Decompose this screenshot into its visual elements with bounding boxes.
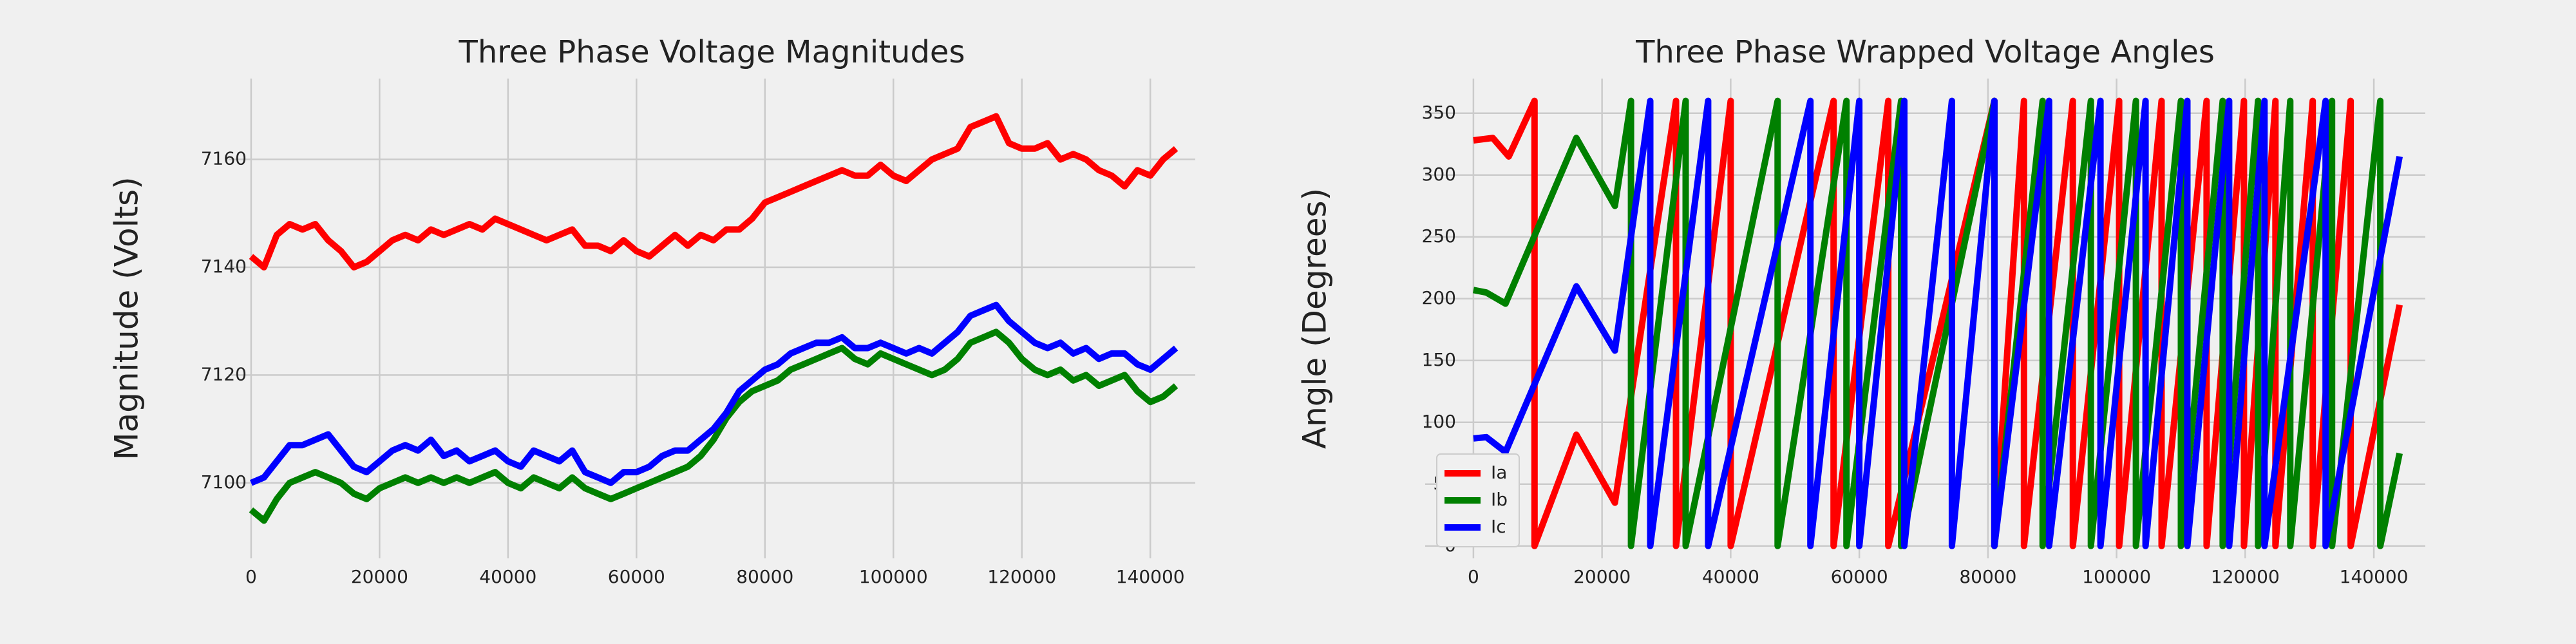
x-tick-label: 80000	[736, 566, 793, 587]
x-tick-label: 20000	[351, 566, 408, 587]
x-tick-label: 20000	[1573, 566, 1631, 587]
series-line	[1472, 97, 2403, 549]
y-tick-label: 100	[1422, 411, 1456, 432]
y-tick-label: 200	[1422, 287, 1456, 308]
y-tick-label: 7100	[201, 471, 247, 493]
x-tick-label: 100000	[859, 566, 928, 587]
x-tick-label: 40000	[479, 566, 536, 587]
x-tick-label: 60000	[608, 566, 665, 587]
legend-label: Ic	[1491, 516, 1506, 537]
y-axis-label: Magnitude (Volts)	[108, 176, 146, 460]
series-line	[1473, 97, 2403, 549]
chart-title: Three Phase Voltage Magnitudes	[459, 34, 965, 70]
x-tick-label: 40000	[1702, 566, 1759, 587]
y-axis-label: Angle (Degrees)	[1296, 188, 1334, 449]
x-tick-label: 0	[245, 566, 257, 587]
x-tick-label: 120000	[987, 566, 1056, 587]
x-tick-label: 100000	[2082, 566, 2151, 587]
legend-label: Ia	[1491, 462, 1507, 483]
y-tick-label: 7160	[201, 148, 247, 169]
x-tick-label: 0	[1468, 566, 1479, 587]
y-tick-label: 350	[1422, 102, 1456, 123]
series-line	[249, 113, 1179, 270]
series-line	[249, 328, 1179, 524]
x-tick-label: 140000	[1116, 566, 1185, 587]
y-tick-label: 7120	[201, 363, 247, 384]
x-tick-label: 120000	[2211, 566, 2280, 587]
x-tick-label: 60000	[1831, 566, 1888, 587]
y-tick-label: 7140	[201, 256, 247, 277]
series-line	[249, 301, 1179, 486]
legend: Ia Ib Ic	[1436, 453, 1520, 547]
x-tick-label: 80000	[1959, 566, 2016, 587]
chart-title: Three Phase Wrapped Voltage Angles	[1635, 34, 2215, 70]
y-tick-label: 150	[1422, 349, 1456, 370]
x-tick-label: 140000	[2340, 566, 2409, 587]
y-tick-label: 250	[1422, 225, 1456, 247]
legend-label: Ib	[1491, 489, 1508, 510]
y-tick-label: 300	[1422, 164, 1456, 185]
